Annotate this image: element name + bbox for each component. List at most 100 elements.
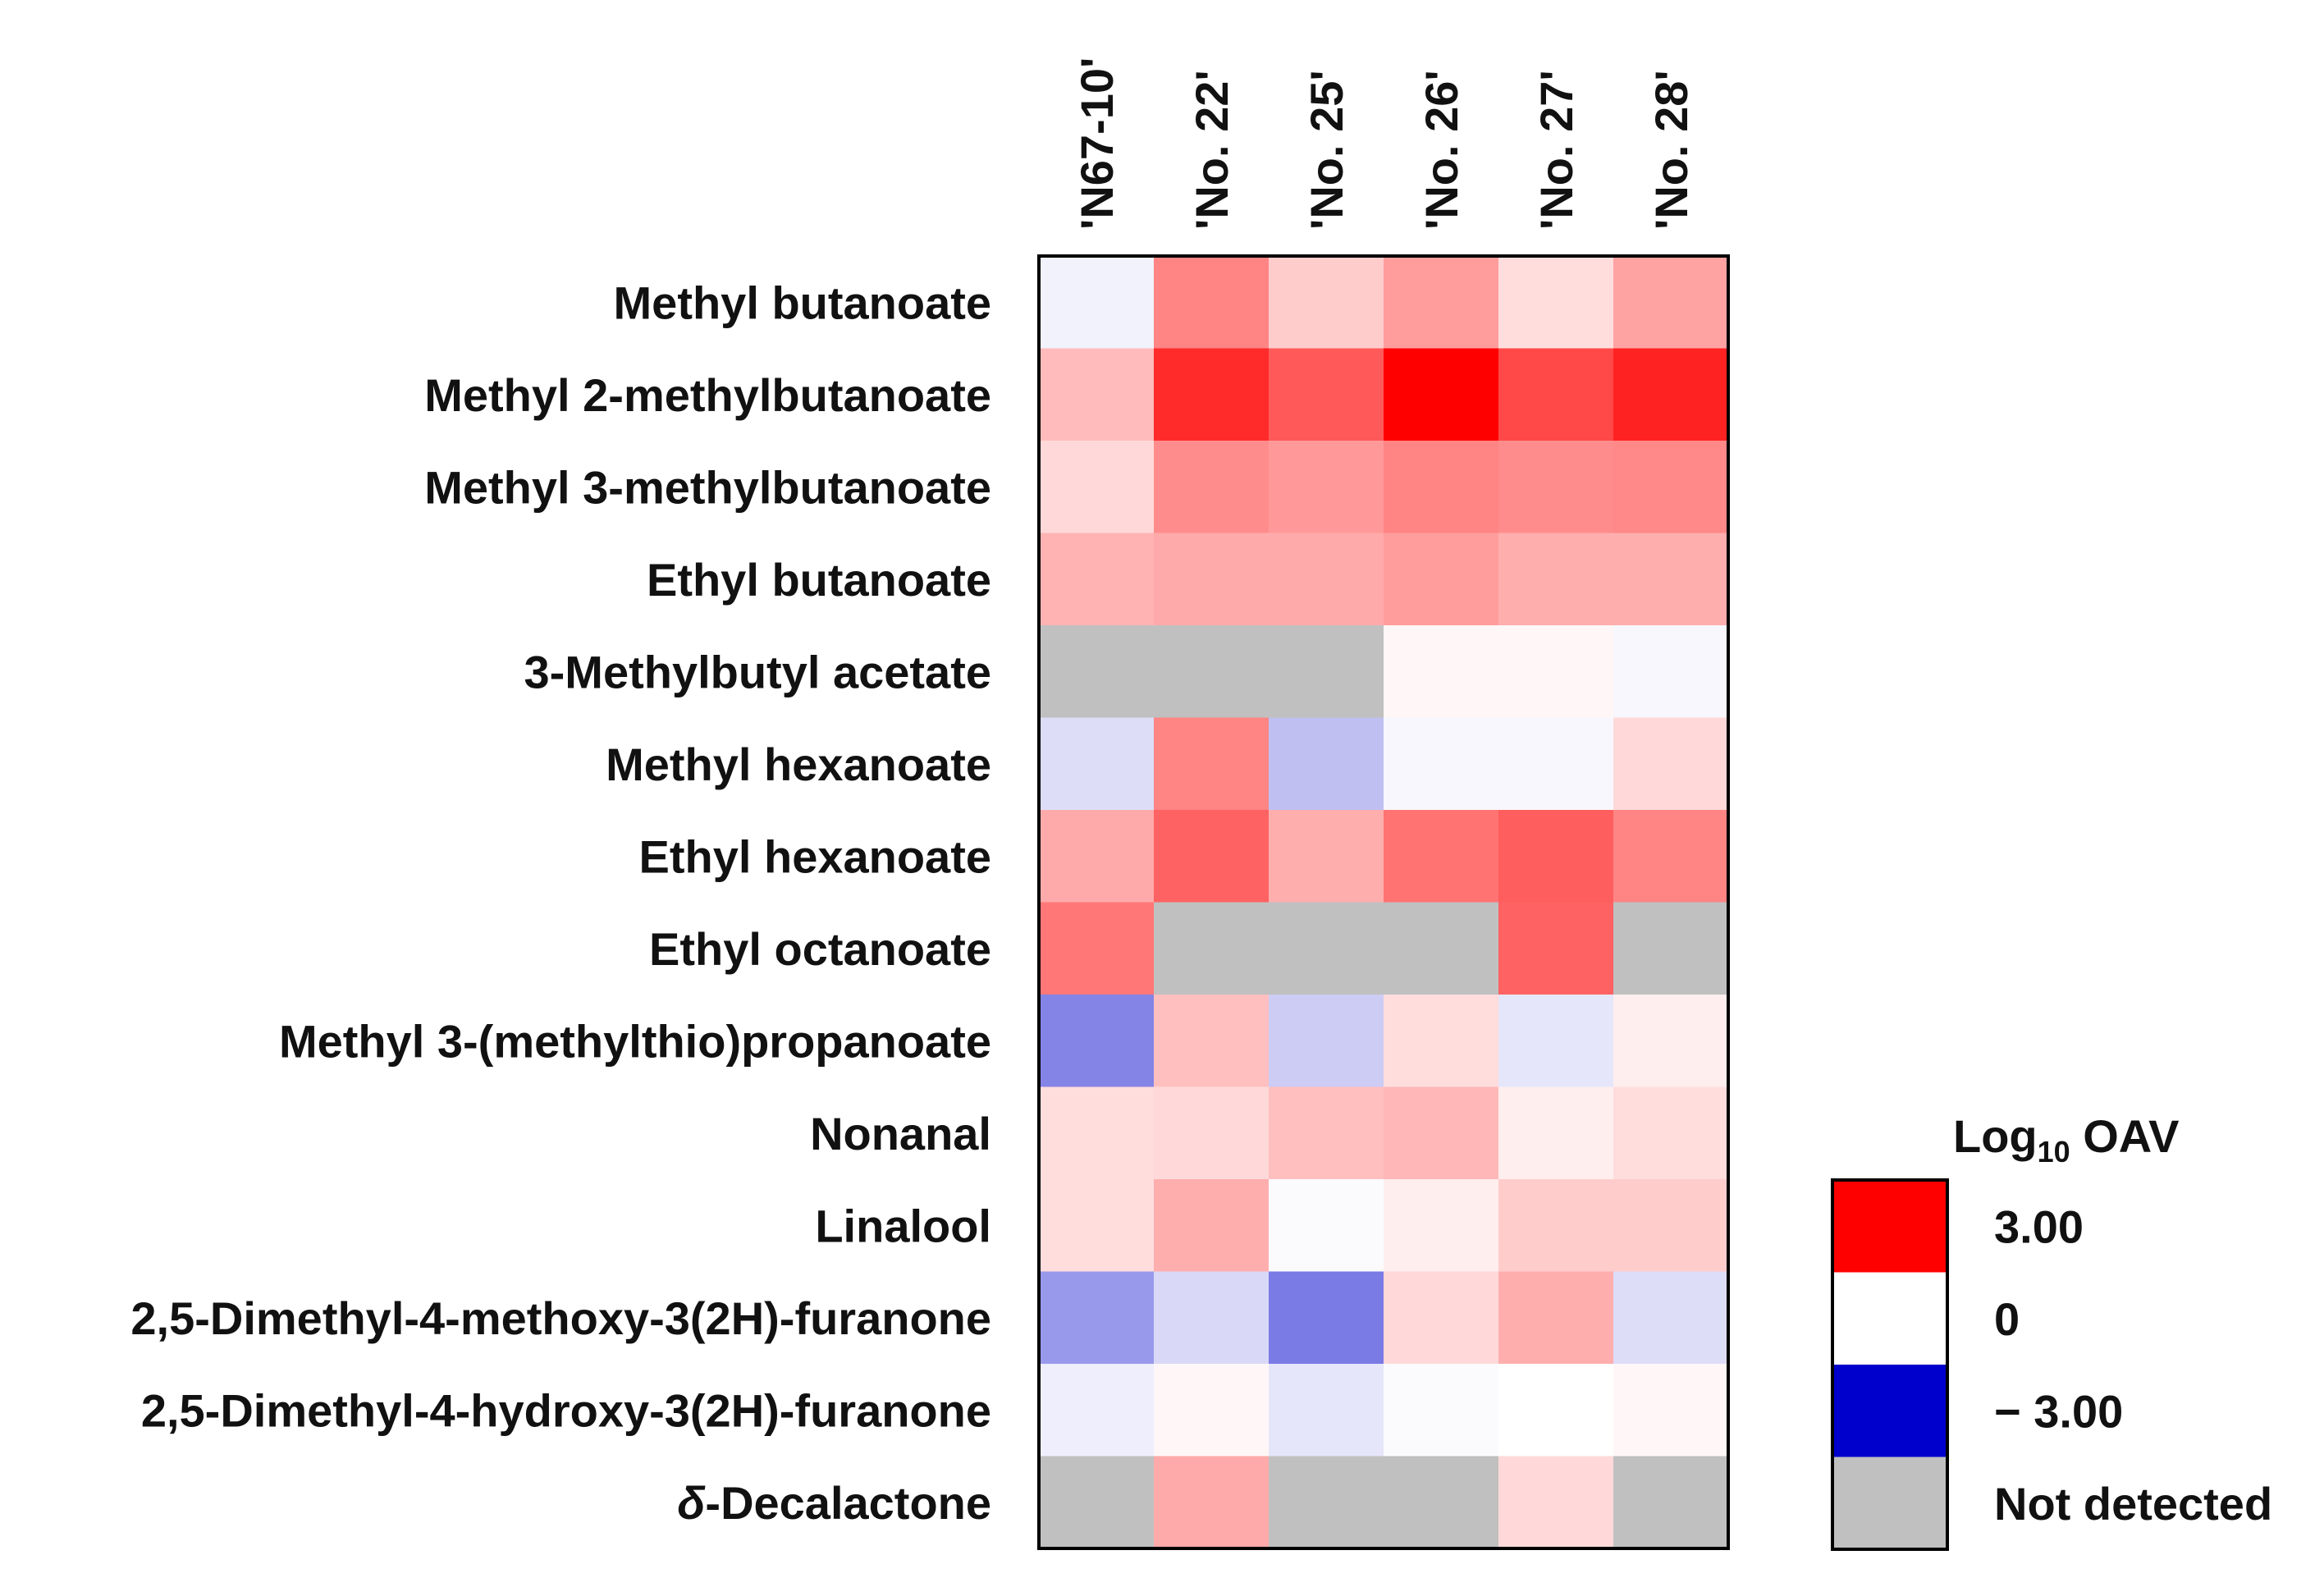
row-label-7: Ethyl octanoate xyxy=(649,923,991,975)
heatmap-cell-r5-c2 xyxy=(1269,717,1384,811)
heatmap-cell-r5-c3 xyxy=(1384,717,1499,811)
heatmap-cell-r6-c3 xyxy=(1384,810,1499,903)
heatmap-cell-r8-c1 xyxy=(1154,995,1270,1088)
heatmap-cell-r12-c4 xyxy=(1498,1364,1614,1457)
heatmap-cell-r1-c5 xyxy=(1613,348,1729,441)
heatmap-cell-r7-c5 xyxy=(1613,902,1729,995)
heatmap-cell-r6-c5 xyxy=(1613,810,1729,903)
legend-label-2: − 3.00 xyxy=(1994,1385,2123,1437)
heatmap-cell-r3-c1 xyxy=(1154,533,1270,626)
row-label-5: Methyl hexanoate xyxy=(606,739,991,790)
heatmap-cell-r2-c3 xyxy=(1384,441,1499,534)
heatmap-cell-r1-c1 xyxy=(1154,348,1270,441)
heatmap-cell-r12-c0 xyxy=(1039,1364,1155,1457)
heatmap-cell-r5-c5 xyxy=(1613,717,1729,811)
heatmap-cell-r3-c0 xyxy=(1039,533,1155,626)
heatmap-cell-r11-c4 xyxy=(1498,1271,1614,1365)
heatmap-cell-r13-c3 xyxy=(1384,1456,1499,1549)
row-label-12: 2,5-Dimethyl-4-hydroxy-3(2H)-furanone xyxy=(141,1384,991,1436)
heatmap-cells xyxy=(1039,256,1729,1549)
row-label-8: Methyl 3-(methylthio)propanoate xyxy=(279,1015,991,1067)
heatmap-cell-r11-c5 xyxy=(1613,1271,1729,1365)
heatmap-cell-r9-c0 xyxy=(1039,1086,1155,1180)
heatmap-cell-r8-c3 xyxy=(1384,995,1499,1088)
row-label-11: 2,5-Dimethyl-4-methoxy-3(2H)-furanone xyxy=(130,1292,991,1344)
heatmap-cell-r11-c3 xyxy=(1384,1271,1499,1365)
heatmap-cell-r1-c4 xyxy=(1498,348,1614,441)
heatmap-cell-r13-c0 xyxy=(1039,1456,1155,1549)
heatmap-cell-r3-c5 xyxy=(1613,533,1729,626)
legend-title-main: Log xyxy=(1953,1110,2038,1162)
legend-label-0: 3.00 xyxy=(1994,1201,2084,1252)
heatmap-cell-r9-c5 xyxy=(1613,1086,1729,1180)
heatmap-cell-r7-c2 xyxy=(1269,902,1384,995)
heatmap-cell-r0-c5 xyxy=(1613,256,1729,350)
row-labels: Methyl butanoate Methyl 2-methylbutanoate… xyxy=(130,277,991,1529)
heatmap-cell-r10-c0 xyxy=(1039,1179,1155,1273)
legend-title-suffix: OAV xyxy=(2070,1110,2180,1162)
heatmap-cell-r2-c0 xyxy=(1039,441,1155,534)
heatmap-cell-r7-c4 xyxy=(1498,902,1614,995)
heatmap-cell-r11-c2 xyxy=(1269,1271,1384,1365)
heatmap-cell-r10-c2 xyxy=(1269,1179,1384,1273)
heatmap-cell-r7-c0 xyxy=(1039,902,1155,995)
heatmap-cell-r0-c4 xyxy=(1498,256,1614,350)
heatmap-cell-r6-c0 xyxy=(1039,810,1155,903)
row-label-2: Methyl 3-methylbutanoate xyxy=(424,461,991,513)
heatmap-cell-r7-c3 xyxy=(1384,902,1499,995)
column-label-4: 'No. 27' xyxy=(1530,70,1582,230)
heatmap-cell-r10-c4 xyxy=(1498,1179,1614,1273)
column-label-2: 'No. 25' xyxy=(1301,70,1352,230)
legend-border xyxy=(1831,1178,1949,1551)
legend-label-3: Not detected xyxy=(1994,1478,2272,1530)
heatmap-cell-r6-c2 xyxy=(1269,810,1384,903)
heatmap-cell-r5-c1 xyxy=(1154,717,1270,811)
heatmap-cell-r8-c4 xyxy=(1498,995,1614,1088)
heatmap-cell-r8-c0 xyxy=(1039,995,1155,1088)
column-label-1: 'No. 22' xyxy=(1186,70,1237,230)
heatmap-cell-r12-c5 xyxy=(1613,1364,1729,1457)
heatmap-cell-r8-c5 xyxy=(1613,995,1729,1088)
heatmap-cell-r3-c2 xyxy=(1269,533,1384,626)
heatmap-cell-r13-c1 xyxy=(1154,1456,1270,1549)
row-label-10: Linalool xyxy=(815,1200,991,1251)
heatmap-cell-r2-c4 xyxy=(1498,441,1614,534)
row-label-4: 3-Methylbutyl acetate xyxy=(524,646,992,697)
heatmap-cell-r0-c1 xyxy=(1154,256,1270,350)
heatmap-cell-r0-c0 xyxy=(1039,256,1155,350)
heatmap-cell-r10-c5 xyxy=(1613,1179,1729,1273)
column-label-3: 'No. 26' xyxy=(1416,70,1467,230)
row-label-13: δ-Decalactone xyxy=(677,1477,991,1529)
heatmap-cell-r7-c1 xyxy=(1154,902,1270,995)
heatmap-cell-r5-c0 xyxy=(1039,717,1155,811)
heatmap-border xyxy=(1037,254,1730,1550)
heatmap-cell-r4-c5 xyxy=(1613,625,1729,719)
heatmap-cell-r3-c3 xyxy=(1384,533,1499,626)
heatmap-cell-r0-c3 xyxy=(1384,256,1499,350)
heatmap-cell-r4-c2 xyxy=(1269,625,1384,719)
heatmap-cell-r9-c4 xyxy=(1498,1086,1614,1180)
legend-swatch-0 xyxy=(1832,1180,1947,1274)
heatmap-cell-r1-c0 xyxy=(1039,348,1155,441)
row-label-0: Methyl butanoate xyxy=(614,277,991,328)
heatmap-cell-r2-c5 xyxy=(1613,441,1729,534)
heatmap-cell-r2-c1 xyxy=(1154,441,1270,534)
heatmap-cell-r10-c3 xyxy=(1384,1179,1499,1273)
legend-title-subscript: 10 xyxy=(2038,1135,2070,1169)
heatmap-cell-r4-c4 xyxy=(1498,625,1614,719)
heatmap-cell-r8-c2 xyxy=(1269,995,1384,1088)
heatmap-cell-r12-c2 xyxy=(1269,1364,1384,1457)
row-label-1: Methyl 2-methylbutanoate xyxy=(424,369,991,421)
heatmap-cell-r13-c4 xyxy=(1498,1456,1614,1549)
heatmap-cell-r13-c5 xyxy=(1613,1456,1729,1549)
heatmap-cell-r9-c2 xyxy=(1269,1086,1384,1180)
heatmap-cell-r1-c2 xyxy=(1269,348,1384,441)
legend-swatch-2 xyxy=(1832,1365,1947,1458)
heatmap-cell-r0-c2 xyxy=(1269,256,1384,350)
heatmap-cell-r5-c4 xyxy=(1498,717,1614,811)
heatmap-cell-r6-c1 xyxy=(1154,810,1270,903)
heatmap-cell-r10-c1 xyxy=(1154,1179,1270,1273)
heatmap-cell-r3-c4 xyxy=(1498,533,1614,626)
column-label-0: 'N67-10' xyxy=(1071,57,1123,230)
